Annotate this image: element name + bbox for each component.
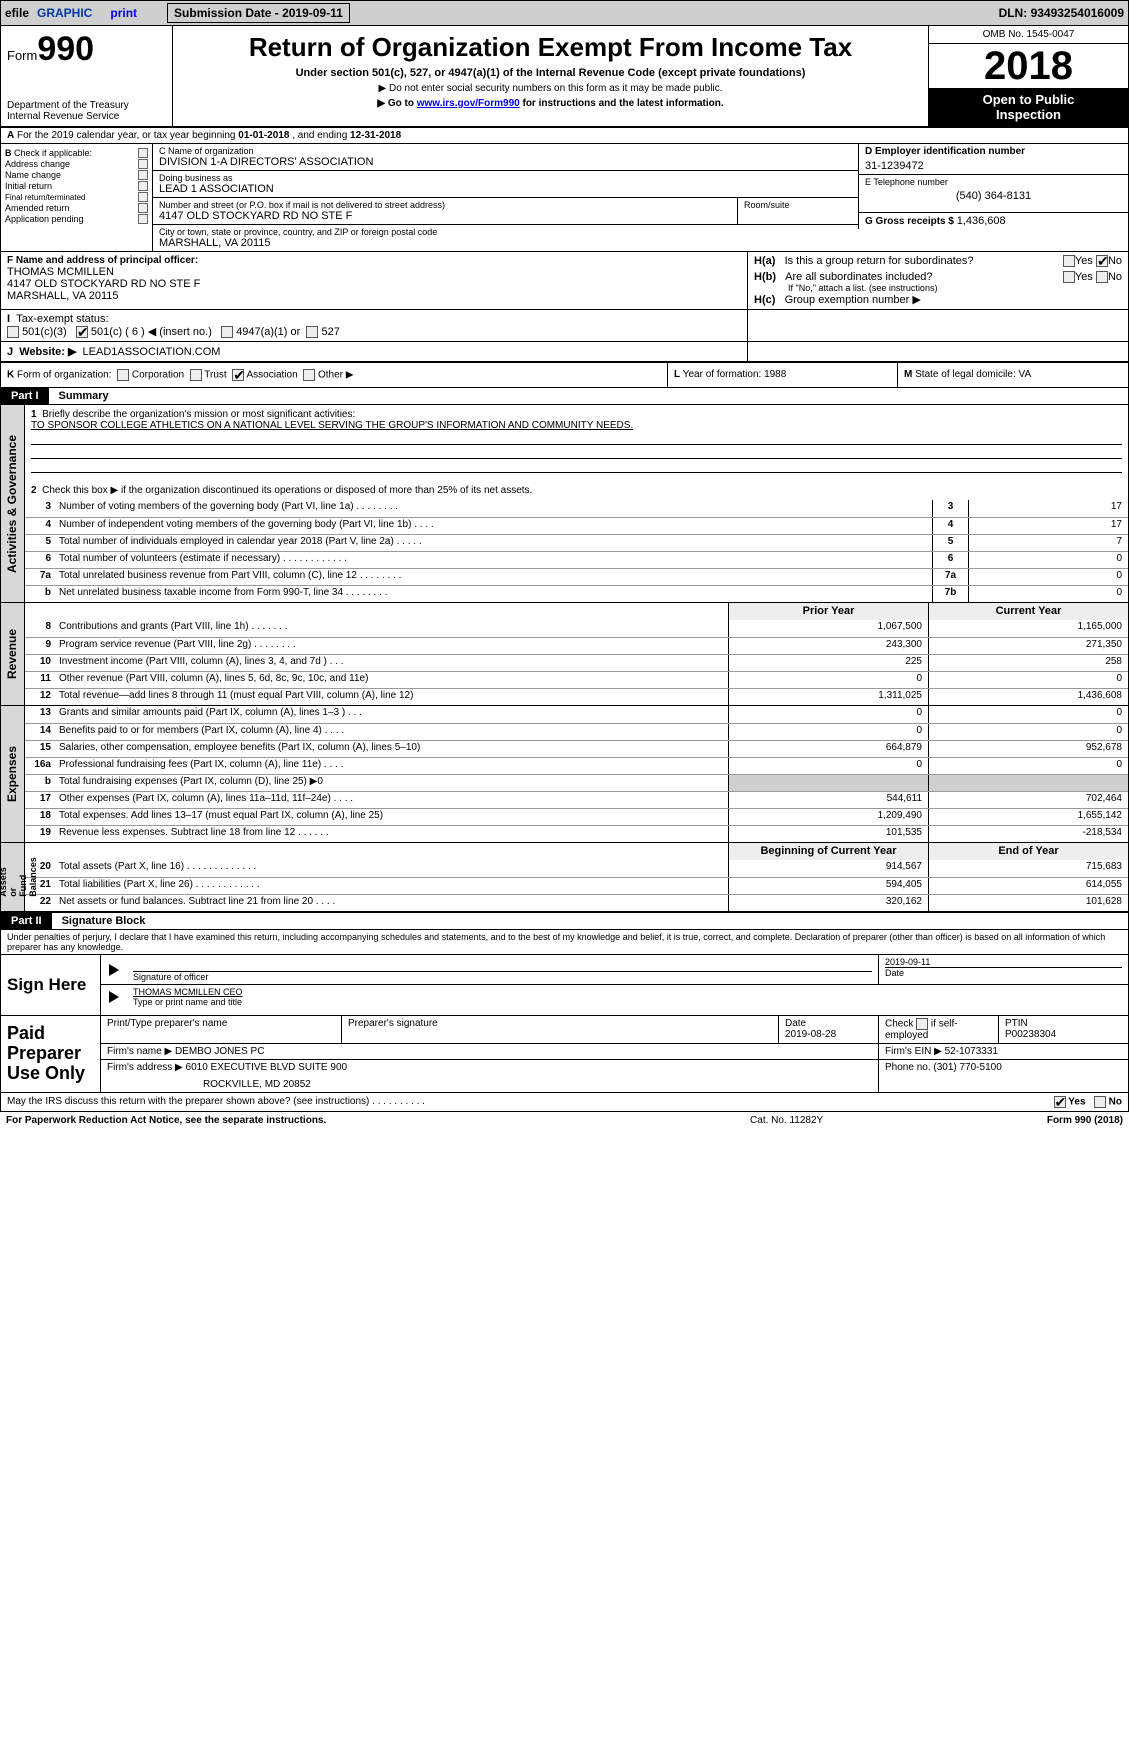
vlabel-netassets: Net Assets or Fund Balances [0, 857, 38, 897]
dba-value: LEAD 1 ASSOCIATION [159, 183, 852, 195]
gross-label: G Gross receipts $ [865, 216, 957, 227]
mission-text: TO SPONSOR COLLEGE ATHLETICS ON A NATION… [31, 420, 633, 431]
hb-no[interactable] [1096, 271, 1108, 283]
officer-addr2: MARSHALL, VA 20115 [7, 290, 741, 302]
signer-name: THOMAS MCMILLEN CEO [133, 987, 1122, 997]
city-label: City or town, state or province, country… [159, 227, 852, 237]
form-number: 990 [37, 30, 94, 68]
ein-label: D Employer identification number [865, 146, 1122, 157]
form-prefix: Form [7, 48, 37, 63]
gross-value: 1,436,608 [957, 215, 1006, 227]
header-line3b: for instructions and the latest informat… [520, 98, 724, 109]
dba-label: Doing business as [159, 173, 852, 183]
submission-date: 2019-09-11 [282, 6, 343, 20]
discuss-question: May the IRS discuss this return with the… [7, 1096, 1054, 1108]
527-check[interactable] [306, 326, 318, 338]
tax-year: 2018 [929, 44, 1128, 88]
phone-label: E Telephone number [865, 177, 1122, 187]
sign-here-label: Sign Here [1, 955, 101, 1015]
part2-title: Signature Block [52, 913, 156, 929]
vlabel-revenue: Revenue [6, 629, 20, 679]
dln-label: DLN: [999, 6, 1031, 20]
street-label: Number and street (or P.O. box if mail i… [159, 200, 731, 210]
hb-yes[interactable] [1063, 271, 1075, 283]
irs-link[interactable]: www.irs.gov/Form990 [417, 98, 520, 109]
city-value: MARSHALL, VA 20115 [159, 237, 852, 249]
org-name-label: C Name of organization [159, 146, 852, 156]
ha-yes[interactable] [1063, 255, 1075, 267]
501c-check[interactable] [76, 326, 88, 338]
ein-value: 31-1239472 [865, 160, 1122, 172]
officer-label: F Name and address of principal officer: [7, 255, 741, 266]
declaration: Under penalties of perjury, I declare th… [0, 930, 1129, 955]
sign-arrow-icon [109, 964, 119, 976]
self-employed-check[interactable] [916, 1018, 928, 1030]
discuss-no[interactable] [1094, 1096, 1106, 1108]
part1-tab: Part I [1, 388, 49, 404]
org-name-value: DIVISION 1-A DIRECTORS' ASSOCIATION [159, 156, 852, 168]
discuss-yes[interactable] [1054, 1096, 1066, 1108]
calendar-year-line: A For the 2019 calendar year, or tax yea… [0, 128, 1129, 144]
ha-no[interactable] [1096, 255, 1108, 267]
submission-label: Submission Date - [174, 6, 282, 20]
subtitle: Under section 501(c), 527, or 4947(a)(1)… [185, 67, 916, 79]
return-title: Return of Organization Exempt From Incom… [185, 32, 916, 63]
vlabel-governance: Activities & Governance [6, 435, 20, 573]
open-public: Open to Public Inspection [929, 88, 1128, 126]
vlabel-expenses: Expenses [6, 746, 20, 802]
street-value: 4147 OLD STOCKYARD RD NO STE F [159, 210, 731, 222]
501c3-check[interactable] [7, 326, 19, 338]
part1-title: Summary [49, 388, 119, 404]
phone-value: (540) 364-8131 [865, 190, 1122, 202]
efile-label: efile [5, 6, 29, 20]
omb-number: OMB No. 1545-0047 [929, 26, 1128, 44]
part2-tab: Part II [1, 913, 52, 929]
dept-label: Department of the Treasury Internal Reve… [7, 100, 166, 122]
header-line3a: ▶ Go to [377, 98, 416, 109]
header-line2: ▶ Do not enter social security numbers o… [185, 83, 916, 94]
check-if-applicable: B Check if applicable: Address change Na… [1, 144, 153, 251]
print-link[interactable]: print [110, 6, 137, 20]
sign-arrow-icon [109, 991, 119, 1003]
form-of-org: K Form of organization: Corporation Trus… [1, 363, 668, 387]
officer-addr1: 4147 OLD STOCKYARD RD NO STE F [7, 278, 741, 290]
4947-check[interactable] [221, 326, 233, 338]
paid-preparer-label: Paid Preparer Use Only [1, 1016, 101, 1092]
dln-value: 93493254016009 [1031, 6, 1124, 20]
website-value: LEAD1ASSOCIATION.COM [83, 346, 221, 358]
officer-name: THOMAS MCMILLEN [7, 266, 741, 278]
graphic-label: GRAPHIC [37, 6, 92, 20]
room-label: Room/suite [744, 200, 852, 210]
